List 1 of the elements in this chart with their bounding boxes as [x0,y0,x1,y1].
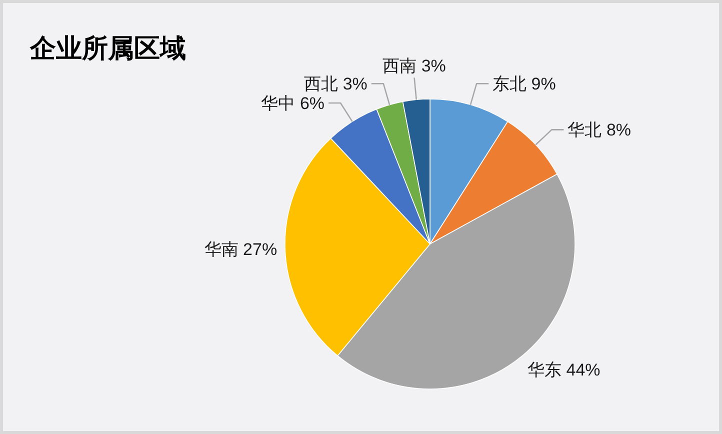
title: 企业所属区域 [30,33,186,63]
